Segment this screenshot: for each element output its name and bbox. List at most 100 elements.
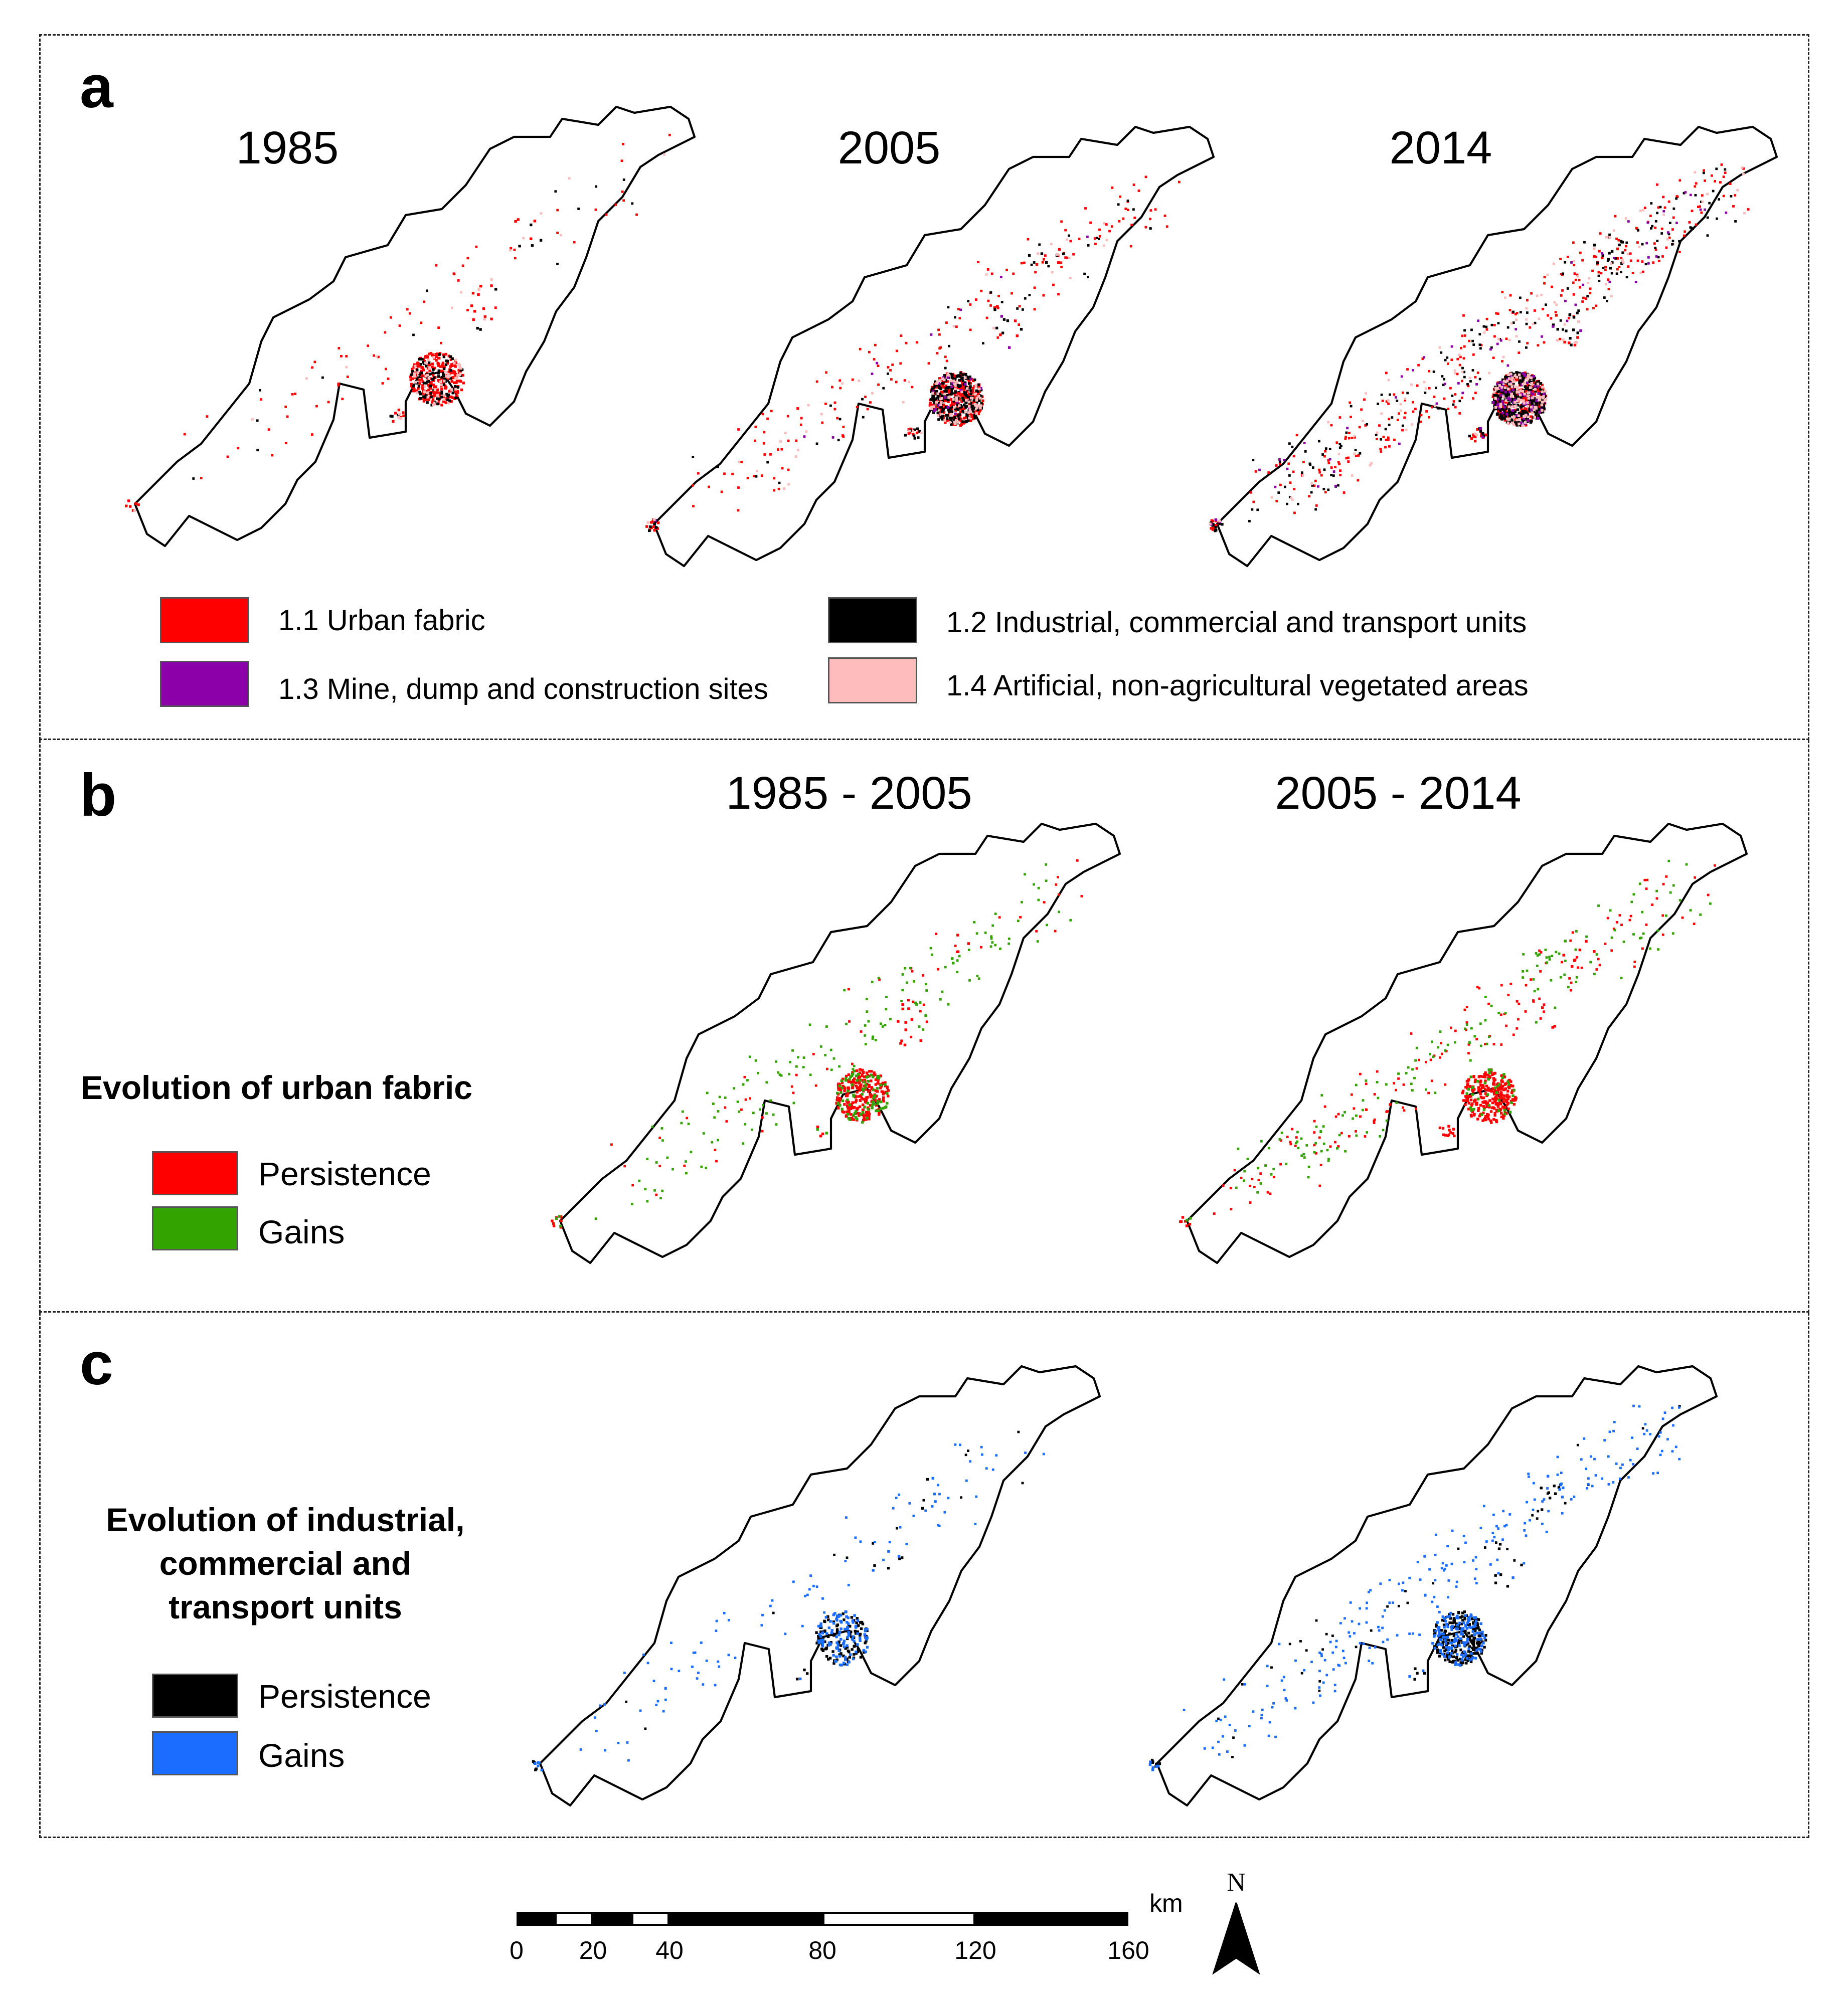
- gains-pixel: [823, 1611, 826, 1614]
- industrial-pixel: [1516, 408, 1520, 411]
- gains-pixel: [1431, 1600, 1434, 1603]
- urban-pixel: [1456, 373, 1459, 376]
- vegetated-pixel: [568, 177, 571, 180]
- urban-pixel: [1667, 200, 1670, 203]
- persistence-pixel: [1641, 947, 1644, 950]
- persistence-pixel: [1484, 1071, 1487, 1074]
- persistence-pixel: [1459, 1661, 1462, 1664]
- vegetated-pixel: [935, 401, 938, 404]
- industrial-pixel: [1610, 272, 1613, 275]
- industrial-pixel: [454, 385, 457, 388]
- urban-pixel: [1072, 253, 1075, 256]
- gains-pixel: [1532, 1508, 1535, 1511]
- vegetated-pixel: [1351, 474, 1354, 477]
- gains-pixel: [852, 1621, 855, 1624]
- industrial-pixel: [1498, 416, 1501, 419]
- gains-pixel: [662, 1710, 665, 1713]
- persistence-pixel: [1279, 1163, 1282, 1166]
- gains-pixel: [1527, 1473, 1530, 1475]
- urban-pixel: [949, 398, 953, 401]
- urban-pixel: [928, 404, 932, 407]
- persistence-pixel: [724, 1106, 727, 1109]
- urban-pixel: [605, 213, 608, 216]
- persistence-pixel: [1510, 1091, 1514, 1095]
- industrial-pixel: [1498, 397, 1501, 400]
- vegetated-pixel: [1365, 392, 1368, 395]
- urban-pixel: [556, 209, 559, 212]
- persistence-pixel: [847, 1101, 850, 1104]
- urban-pixel: [1144, 226, 1147, 229]
- persistence-pixel: [1483, 1646, 1486, 1649]
- urban-pixel: [987, 299, 990, 302]
- persistence-pixel: [825, 1655, 828, 1658]
- persistence-pixel: [1447, 1125, 1450, 1128]
- gains-pixel: [918, 1025, 921, 1028]
- gains-pixel: [1431, 1040, 1433, 1043]
- urban-pixel: [937, 328, 940, 331]
- industrial-pixel: [1308, 462, 1311, 465]
- urban-pixel: [1023, 261, 1026, 264]
- industrial-pixel: [1537, 407, 1540, 411]
- gains-pixel: [1458, 1621, 1461, 1624]
- persistence-pixel: [859, 1632, 862, 1635]
- industrial-pixel: [966, 376, 969, 379]
- vegetated-pixel: [1563, 323, 1566, 326]
- gains-pixel: [1282, 1676, 1285, 1679]
- gains-pixel: [1440, 1644, 1443, 1647]
- urban-pixel: [958, 317, 961, 319]
- vegetated-pixel: [1743, 212, 1746, 215]
- urban-pixel: [1600, 272, 1603, 275]
- gains-pixel: [1451, 1625, 1454, 1628]
- gains-pixel: [1546, 961, 1548, 964]
- mine-pixel: [1566, 319, 1569, 322]
- gains-pixel: [1378, 1629, 1381, 1632]
- gains-pixel: [1483, 1081, 1487, 1084]
- persistence-pixel: [858, 1105, 862, 1108]
- map-industrial-1985-2005: [532, 1365, 1101, 1807]
- industrial-pixel: [1496, 396, 1499, 399]
- urban-pixel: [877, 365, 880, 368]
- persistence-pixel: [1492, 1043, 1495, 1046]
- mine-pixel: [1461, 392, 1464, 395]
- industrial-pixel: [1562, 328, 1564, 331]
- urban-pixel: [1538, 390, 1541, 394]
- persistence-pixel: [1610, 949, 1613, 952]
- gains-pixel: [593, 1716, 596, 1719]
- persistence-pixel: [1469, 1660, 1473, 1664]
- industrial-pixel: [1716, 217, 1718, 220]
- gains-pixel: [943, 1511, 946, 1514]
- gains-pixel: [1355, 1134, 1358, 1137]
- urban-pixel: [958, 407, 961, 410]
- persistence-pixel: [1240, 1176, 1243, 1179]
- vegetated-pixel: [1509, 383, 1513, 386]
- gains-pixel: [1443, 1636, 1446, 1639]
- gains-pixel: [1669, 891, 1672, 894]
- industrial-pixel: [1569, 337, 1572, 340]
- gains-pixel: [646, 1200, 649, 1203]
- urban-pixel: [1518, 351, 1521, 354]
- persistence-pixel: [1289, 1143, 1292, 1146]
- urban-pixel: [936, 352, 939, 354]
- gains-pixel: [995, 1454, 998, 1457]
- industrial-pixel: [1002, 318, 1006, 321]
- industrial-pixel: [1446, 356, 1449, 359]
- vegetated-pixel: [1310, 482, 1313, 485]
- gains-pixel: [1479, 1022, 1482, 1025]
- mine-pixel: [1395, 396, 1397, 399]
- persistence-pixel: [1453, 1134, 1456, 1138]
- industrial-pixel: [1501, 391, 1505, 394]
- persistence-pixel: [1492, 1091, 1496, 1094]
- vegetated-pixel: [427, 377, 430, 380]
- urban-pixel: [977, 392, 980, 396]
- gains-pixel: [1558, 952, 1561, 955]
- persistence-pixel: [1536, 1517, 1539, 1520]
- gains-pixel: [1318, 1652, 1321, 1654]
- industrial-pixel: [410, 373, 413, 377]
- persistence-pixel: [1477, 1109, 1480, 1113]
- urban-pixel: [1636, 259, 1639, 262]
- vegetated-pixel: [1538, 317, 1541, 320]
- gains-pixel: [1656, 929, 1659, 932]
- persistence-pixel: [919, 1010, 922, 1013]
- urban-pixel: [482, 307, 485, 310]
- urban-pixel: [1462, 314, 1465, 317]
